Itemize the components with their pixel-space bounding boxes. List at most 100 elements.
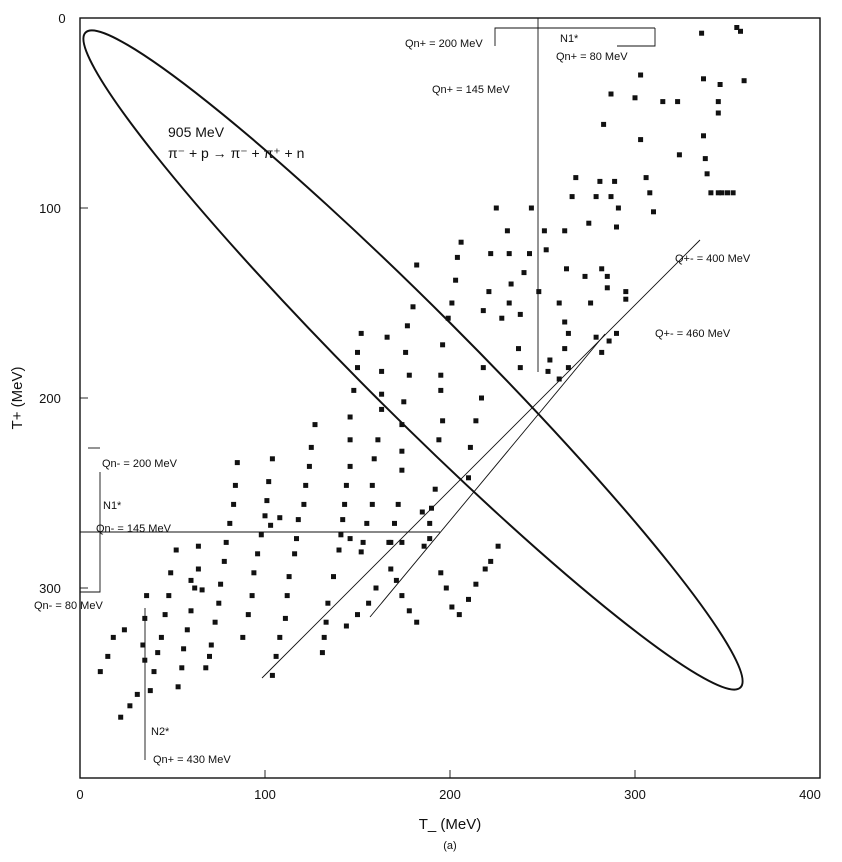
y-axis: 0 100 200 300 [39,11,88,596]
data-point [719,190,725,196]
data-point [414,619,420,625]
data-point [632,95,638,101]
data-point [443,585,449,591]
data-point [421,543,427,549]
data-point [166,593,172,599]
data-point [386,539,392,545]
data-point [282,615,288,621]
data-point [379,391,385,397]
data-point [614,330,619,336]
data-point [355,612,360,618]
data-point [388,566,394,572]
data-point [734,25,740,30]
data-point [419,509,425,515]
data-point [404,323,410,329]
data-point [517,311,523,317]
data-point [264,498,270,504]
data-point [223,539,229,545]
data-point [369,501,375,507]
data-point [399,593,405,599]
data-point [608,91,614,97]
data-point [331,574,336,580]
data-point [355,349,360,355]
data-point [179,665,185,671]
qn-minus-200-label: Qn- = 200 MeV [102,458,178,470]
data-point [399,422,405,428]
data-point [473,418,479,424]
data-point [438,570,444,576]
data-point [379,406,385,412]
data-point [195,543,201,549]
data-point [715,190,721,196]
data-point [360,539,366,545]
data-point [608,194,614,200]
data-point [504,228,510,234]
data-point [517,365,523,371]
data-point [675,99,681,105]
data-point [375,437,381,443]
data-point [338,532,344,538]
data-point [488,558,494,564]
data-point [588,300,594,306]
data-point [295,517,301,523]
data-point [599,266,605,272]
resonance-band-lines [80,18,701,760]
data-point [347,437,353,443]
data-point [321,634,327,640]
data-point [651,209,656,215]
data-point [301,501,307,507]
data-point [638,72,644,78]
data-point [342,501,348,507]
x-axis-title: T_ (MeV) [419,816,482,833]
data-point [227,520,233,526]
data-point [110,634,116,640]
data-point [208,642,214,648]
data-point [436,437,442,443]
qpm-400-line [261,239,701,679]
data-point [371,456,377,462]
data-point [268,522,274,528]
data-point [277,634,283,640]
data-point [499,315,505,321]
data-point [508,281,514,287]
data-point [266,479,272,485]
data-point [432,486,438,492]
data-point [358,330,364,336]
y-tick-label: 100 [39,201,61,216]
data-point [325,600,331,606]
data-point [565,365,571,371]
data-point [203,665,209,671]
data-point [480,365,486,371]
data-point [97,669,103,675]
qn-plus-145-label: Qn+ = 145 MeV [432,84,510,96]
data-point [212,619,218,625]
data-point [701,133,706,139]
data-point [556,300,562,306]
data-point [738,28,743,34]
data-point [414,262,420,268]
data-point [604,273,610,279]
data-point [449,604,455,610]
data-point [312,422,318,428]
data-point [427,536,433,542]
qn-plus-430-label: Qn+ = 430 MeV [153,754,231,766]
data-point [216,600,222,606]
data-point [144,593,150,599]
data-point [612,178,618,184]
data-point [704,171,710,177]
data-point [369,482,375,488]
y-tick-label: 200 [39,391,61,406]
x-tick-label: 200 [439,787,461,802]
annotations: Qn+ = 200 MeV N1* Qn+ = 80 MeV Qn+ = 145… [34,33,751,766]
data-point [480,308,486,314]
data-point [730,190,736,196]
data-point [541,228,547,234]
data-point [284,593,290,599]
data-point [427,520,433,526]
data-point [466,475,471,481]
x-tick-label: 0 [76,787,83,802]
data-point [118,714,124,720]
data-point [643,175,649,181]
qpm-460-line [369,333,606,618]
